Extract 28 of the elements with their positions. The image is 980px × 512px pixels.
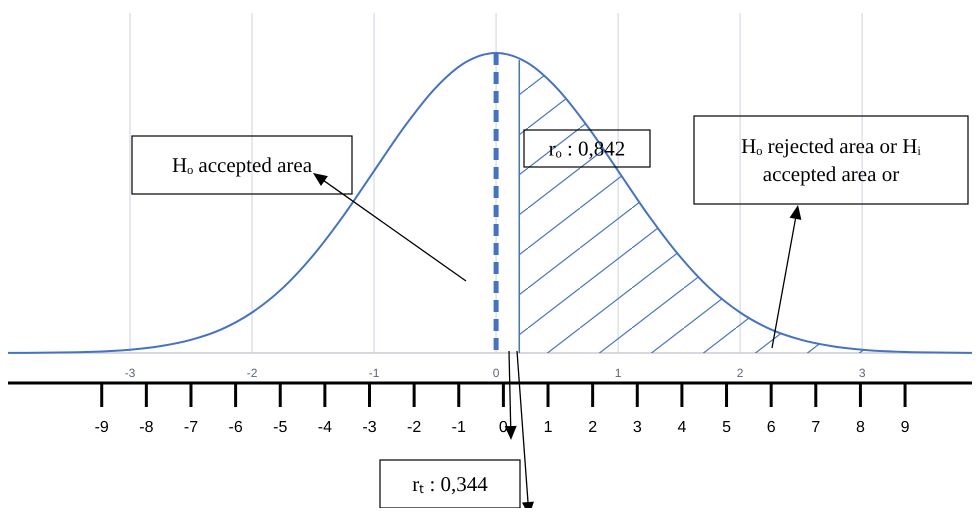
x2-tick-label: 7 bbox=[811, 419, 820, 436]
annotation: Hₒ rejected area or Hᵢ accepted area or bbox=[741, 134, 922, 186]
x2-tick-label: -3 bbox=[362, 419, 377, 436]
x2-tick-label: 6 bbox=[766, 419, 776, 436]
x2-tick-label: -2 bbox=[407, 419, 422, 436]
x2-tick-label: -7 bbox=[184, 419, 198, 436]
x-tick-label: 1 bbox=[614, 366, 622, 380]
x2-tick-label: -1 bbox=[452, 419, 466, 436]
x-tick-label: 3 bbox=[858, 366, 866, 380]
x2-tick-label: 4 bbox=[677, 419, 686, 436]
x2-tick-label: -4 bbox=[318, 419, 332, 436]
x2-tick-label: 3 bbox=[632, 419, 642, 436]
x-tick-label: 2 bbox=[736, 366, 744, 380]
text: rₜ : 0,344 bbox=[412, 472, 488, 496]
x2-tick-label: 1 bbox=[544, 419, 553, 436]
x-tick-label: 0 bbox=[492, 366, 500, 380]
x2-tick-label: -5 bbox=[273, 419, 288, 436]
annotation: Hₒ accepted area bbox=[172, 153, 313, 177]
x2-tick-label: -9 bbox=[94, 419, 109, 436]
x2-tick-label: 9 bbox=[900, 419, 910, 436]
x-tick-label: -2 bbox=[246, 366, 258, 380]
x2-tick-label: 2 bbox=[588, 419, 598, 436]
x2-tick-label: -6 bbox=[228, 419, 243, 436]
x2-tick-label: 8 bbox=[856, 419, 865, 436]
x2-tick-label: -8 bbox=[139, 419, 154, 436]
x2-tick-label: 5 bbox=[722, 419, 732, 436]
x-tick-label: -1 bbox=[368, 366, 380, 380]
x-tick-label: -3 bbox=[124, 366, 136, 380]
